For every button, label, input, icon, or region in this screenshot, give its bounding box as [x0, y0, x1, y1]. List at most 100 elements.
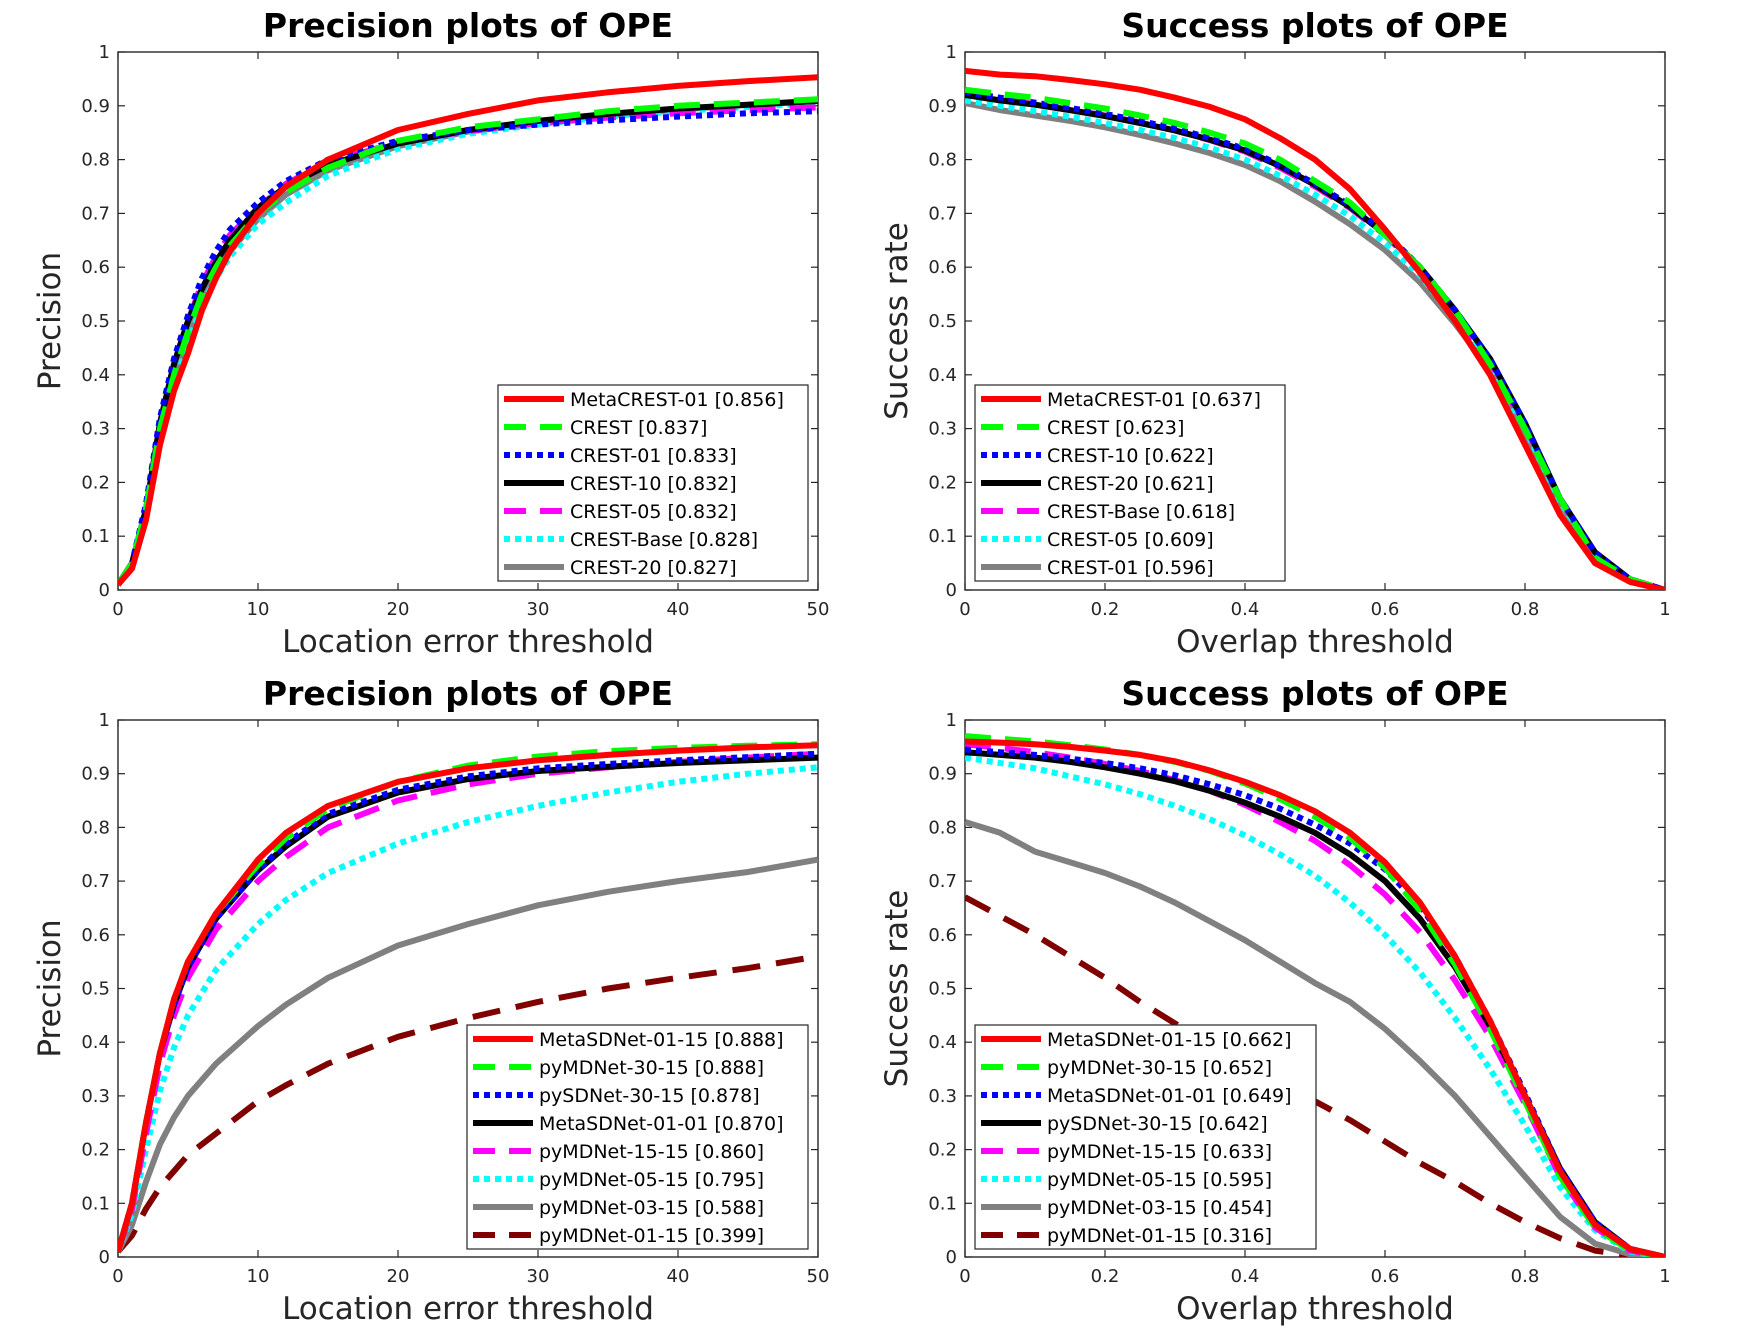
- x-tick-label: 0.2: [1091, 1266, 1120, 1287]
- series-group: [965, 67, 1665, 590]
- legend-label-crest: CREST [0.623]: [1047, 417, 1184, 439]
- legend: MetaCREST-01 [0.637] CREST [0.623] CREST-1…: [974, 384, 1286, 582]
- y-axis-label: Success rate: [879, 890, 915, 1088]
- y-tick-label: 0: [946, 580, 957, 601]
- series-line-pymdnet-03-15: [118, 856, 818, 1253]
- x-tick-label: 40: [667, 1266, 690, 1287]
- y-tick-label: 0.4: [928, 365, 957, 386]
- x-tick-label: 10: [247, 1266, 270, 1287]
- chart-panel-1: Precision plots of OPE 0 10 20 30 40 50 0 0.1 0.2…: [32, 6, 829, 660]
- y-tick-label: 0.3: [81, 419, 110, 440]
- x-tick-label: 0.2: [1091, 599, 1120, 620]
- y-tick-label: 0.7: [928, 871, 957, 892]
- x-tick-label: 0.6: [1371, 599, 1400, 620]
- x-tick-label: 20: [387, 599, 410, 620]
- legend-label-crest-01: CREST-01 [0.596]: [1047, 557, 1214, 579]
- x-tick-label: 0.4: [1231, 599, 1260, 620]
- series-line-crest: [965, 86, 1665, 590]
- y-tick-label: 0: [99, 580, 110, 601]
- y-axis-label: Precision: [32, 919, 68, 1057]
- legend-label-pymdnet-15-15: pyMDNet-15-15 [0.860]: [539, 1141, 764, 1163]
- y-tick-label: 0.1: [81, 526, 110, 547]
- x-tick-label: 0.8: [1511, 599, 1540, 620]
- legend-label-pymdnet-01-15: pyMDNet-01-15 [0.399]: [539, 1225, 764, 1247]
- y-tick-label: 1: [99, 42, 110, 63]
- x-tick-label: 0: [112, 1266, 123, 1287]
- y-tick-label: 0.2: [81, 472, 110, 493]
- series-group: [118, 74, 818, 587]
- x-tick-label: 20: [387, 1266, 410, 1287]
- x-tick-label: 30: [527, 599, 550, 620]
- legend-label-crest-10: CREST-10 [0.832]: [570, 473, 737, 495]
- chart-title: Success plots of OPE: [1121, 6, 1508, 45]
- x-tick-label: 40: [667, 599, 690, 620]
- x-tick-label: 50: [807, 1266, 830, 1287]
- x-axis-label: Location error threshold: [282, 1291, 654, 1327]
- series-line-metasdnet-01-15: [118, 742, 818, 1253]
- legend-label-crest-05: CREST-05 [0.832]: [570, 501, 737, 523]
- y-tick-label: 0.3: [81, 1086, 110, 1107]
- y-tick-label: 0: [946, 1247, 957, 1268]
- chart-title: Success plots of OPE: [1121, 674, 1508, 713]
- y-tick-label: 1: [99, 710, 110, 731]
- legend-box: [974, 1024, 1317, 1250]
- legend-label-crest-20: CREST-20 [0.621]: [1047, 473, 1214, 495]
- legend: MetaSDNet-01-15 [0.888] pyMDNet-30-15 [0.…: [466, 1024, 809, 1250]
- y-tick-label: 1: [946, 42, 957, 63]
- series-line-metacrest-01: [118, 74, 818, 587]
- x-axis-label: Overlap threshold: [1176, 624, 1454, 660]
- x-tick-label: 10: [247, 599, 270, 620]
- y-tick-label: 0.6: [928, 925, 957, 946]
- y-tick-label: 0.5: [81, 979, 110, 1000]
- y-axis-label: Success rate: [879, 222, 915, 420]
- y-axis-label: Precision: [32, 252, 68, 390]
- y-tick-label: 0.4: [81, 365, 110, 386]
- x-tick-label: 1: [1659, 1266, 1670, 1287]
- chart-title: Precision plots of OPE: [263, 6, 673, 45]
- y-tick-label: 0.7: [928, 203, 957, 224]
- y-tick-label: 0.9: [81, 96, 110, 117]
- chart-panel-2: Success plots of OPE 0 0.2 0.4 0.6 0.8 1 0 0.1 0.…: [879, 6, 1671, 660]
- legend-label-metasdnet-01-15: MetaSDNet-01-15 [0.662]: [1047, 1029, 1292, 1051]
- legend-label-metacrest-01: MetaCREST-01 [0.856]: [570, 389, 784, 411]
- y-tick-label: 0.3: [928, 1086, 957, 1107]
- y-tick-label: 0.5: [928, 979, 957, 1000]
- y-tick-label: 0: [99, 1247, 110, 1268]
- legend-label-pymdnet-03-15: pyMDNet-03-15 [0.454]: [1047, 1197, 1272, 1219]
- series-line-pymdnet-03-15: [965, 819, 1665, 1257]
- y-tick-label: 0.5: [928, 311, 957, 332]
- chart-title: Precision plots of OPE: [263, 674, 673, 713]
- legend-label-pymdnet-30-15: pyMDNet-30-15 [0.888]: [539, 1057, 764, 1079]
- y-tick-label: 0.2: [928, 472, 957, 493]
- legend-label-pymdnet-01-15: pyMDNet-01-15 [0.316]: [1047, 1225, 1272, 1247]
- y-tick-label: 0.1: [81, 1193, 110, 1214]
- legend-label-pysdnet-30-15: pySDNet-30-15 [0.878]: [539, 1085, 760, 1107]
- x-tick-label: 0: [112, 599, 123, 620]
- y-tick-label: 0.4: [81, 1032, 110, 1053]
- legend: MetaSDNet-01-15 [0.662] pyMDNet-30-15 [0.…: [974, 1024, 1317, 1250]
- series-line-metasdnet-01-15: [965, 738, 1665, 1257]
- x-tick-label: 0: [959, 1266, 970, 1287]
- y-tick-label: 0.1: [928, 1193, 957, 1214]
- legend: MetaCREST-01 [0.856] CREST [0.837] CREST-0…: [497, 384, 809, 582]
- legend-label-pymdnet-05-15: pyMDNet-05-15 [0.795]: [539, 1169, 764, 1191]
- legend-label-crest-base: CREST-Base [0.828]: [570, 529, 758, 551]
- y-tick-label: 0.8: [928, 150, 957, 171]
- y-tick-label: 0.8: [928, 817, 957, 838]
- y-tick-label: 0.1: [928, 526, 957, 547]
- legend-label-metasdnet-01-01: MetaSDNet-01-01 [0.649]: [1047, 1085, 1292, 1107]
- legend-label-pymdnet-05-15: pyMDNet-05-15 [0.595]: [1047, 1169, 1272, 1191]
- legend-label-crest-01: CREST-01 [0.833]: [570, 445, 737, 467]
- x-tick-label: 30: [527, 1266, 550, 1287]
- x-axis-label: Overlap threshold: [1176, 1291, 1454, 1327]
- legend-label-metacrest-01: MetaCREST-01 [0.637]: [1047, 389, 1261, 411]
- legend-label-crest-base: CREST-Base [0.618]: [1047, 501, 1235, 523]
- x-tick-label: 0.8: [1511, 1266, 1540, 1287]
- y-tick-label: 0.6: [81, 257, 110, 278]
- y-tick-label: 1: [946, 710, 957, 731]
- x-tick-label: 0: [959, 599, 970, 620]
- legend-label-pymdnet-30-15: pyMDNet-30-15 [0.652]: [1047, 1057, 1272, 1079]
- y-tick-label: 0.6: [928, 257, 957, 278]
- chart-panel-3: Precision plots of OPE 0 10 20 30 40 50 0 0.1 0.2…: [32, 674, 829, 1327]
